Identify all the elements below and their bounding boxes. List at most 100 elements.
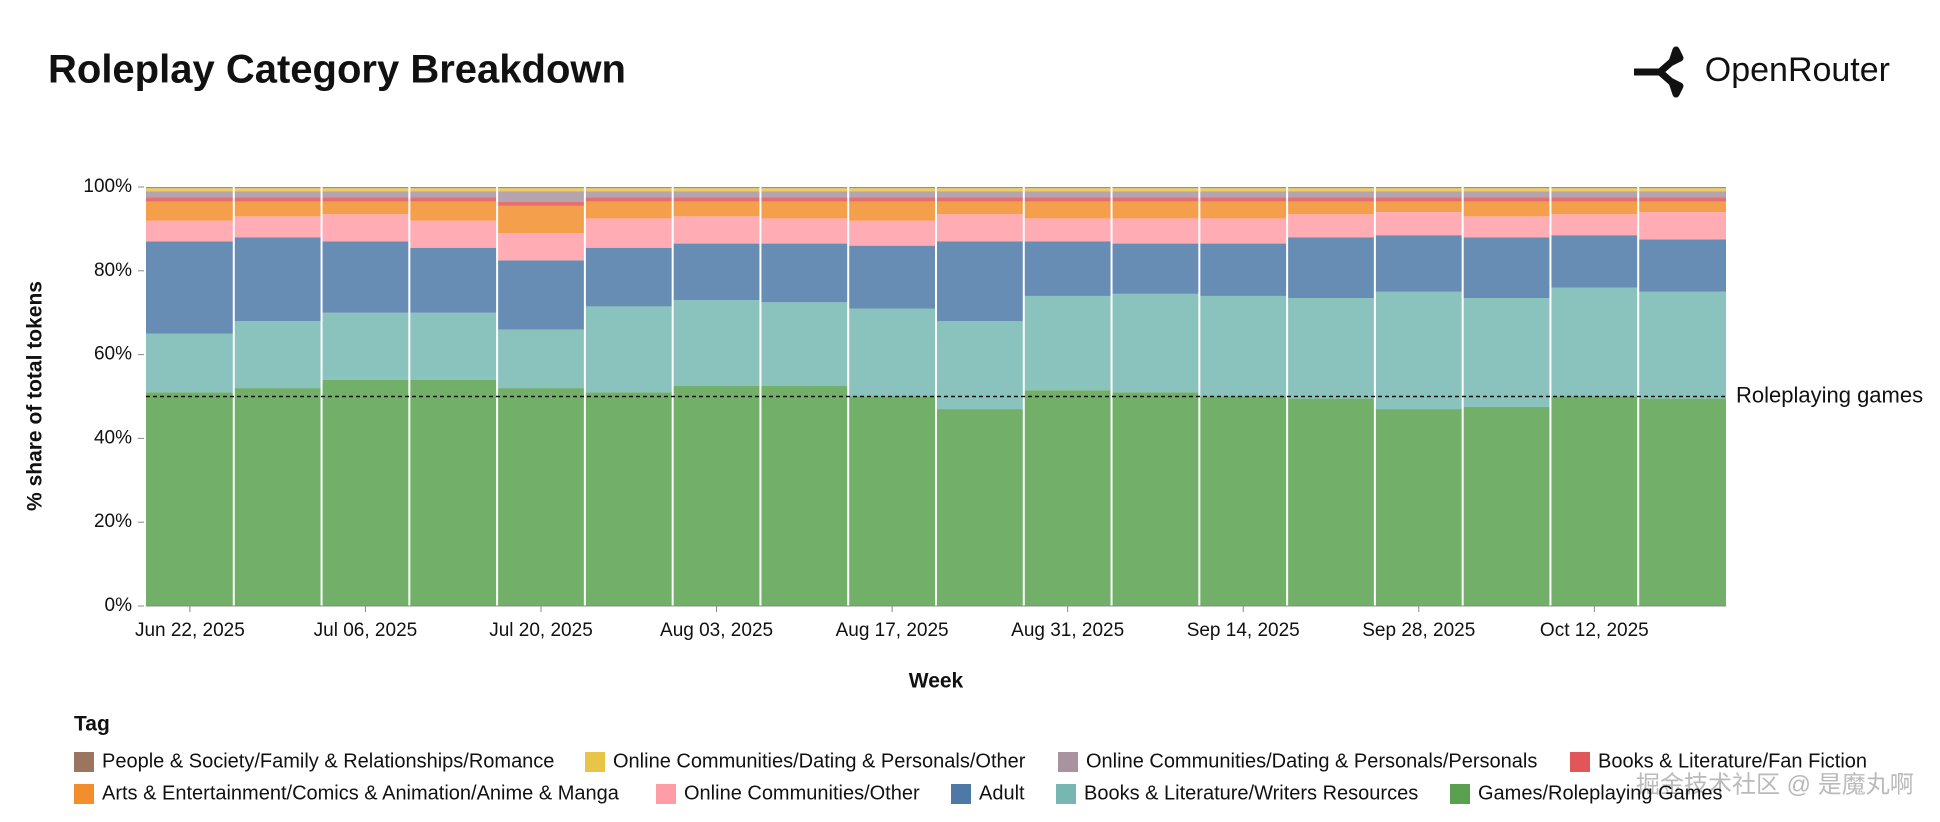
bar-segment <box>409 191 498 198</box>
bar-segment <box>321 201 410 215</box>
bar-segment <box>1287 237 1375 299</box>
bar-segment <box>1550 287 1639 397</box>
bar-segment <box>1638 212 1726 240</box>
bar-segment <box>584 392 673 606</box>
y-tick-label: 80% <box>94 260 132 281</box>
bar-segment <box>233 321 322 389</box>
bar-segment <box>146 201 234 221</box>
bar-segment <box>672 201 761 217</box>
bar-segment <box>409 220 498 248</box>
bar-segment <box>584 306 673 393</box>
bar-segment <box>1111 191 1200 198</box>
bar-segment <box>1287 201 1375 215</box>
bar-segment <box>760 243 849 303</box>
bar-segment <box>936 321 1024 410</box>
legend-swatch <box>656 784 676 804</box>
bar-segment <box>1462 298 1551 407</box>
legend-label: Online Communities/Other <box>684 782 920 804</box>
bar-segment <box>1199 243 1288 296</box>
bar-segment <box>936 188 1024 192</box>
bar-segment <box>1374 188 1463 192</box>
bar-segment <box>1374 235 1463 292</box>
bar-segment <box>936 409 1024 606</box>
legend-label: Books & Literature/Writers Resources <box>1084 782 1418 804</box>
bar-segment <box>1462 406 1551 606</box>
bar-segment <box>146 241 234 334</box>
bar-segment <box>672 197 761 202</box>
bar-segment <box>936 197 1024 202</box>
bar-segment <box>1638 291 1726 399</box>
bar-segment <box>1462 187 1551 189</box>
bar-segment <box>409 201 498 221</box>
bar-segment <box>672 300 761 387</box>
bar-segment <box>1638 197 1726 202</box>
legend-swatch <box>1056 784 1076 804</box>
bar-segment <box>672 187 761 189</box>
bar-segment <box>497 191 585 202</box>
bar-segment <box>146 191 234 198</box>
x-tick-label: Jul 06, 2025 <box>314 620 418 641</box>
bar-segment <box>1550 188 1639 192</box>
bar-segment <box>1111 392 1200 606</box>
bar-segment <box>1023 191 1112 198</box>
bar-segment <box>497 187 585 189</box>
bar-segment <box>1023 201 1112 219</box>
bar-segment <box>1199 396 1288 606</box>
bar-segment <box>321 379 410 606</box>
bar-segment <box>233 187 322 189</box>
bar-segment <box>584 187 673 189</box>
legend-swatch <box>74 752 94 772</box>
bar-segment <box>1111 293 1200 393</box>
bar-segment <box>848 396 936 606</box>
bar-segment <box>760 187 849 189</box>
bar-segment <box>233 216 322 238</box>
bar-segment <box>584 197 673 202</box>
bar-segment <box>672 216 761 244</box>
bar-segment <box>672 191 761 198</box>
bar-segment <box>584 218 673 248</box>
bar-segment <box>233 237 322 322</box>
bar-segment <box>497 201 585 206</box>
x-tick-label: Oct 12, 2025 <box>1540 620 1649 641</box>
bar-segment <box>233 201 322 217</box>
bar-segment <box>936 214 1024 242</box>
y-axis-label: % share of total tokens <box>24 281 47 511</box>
bar-segment <box>1199 295 1288 397</box>
bar-segment <box>1374 291 1463 410</box>
legend-label: Online Communities/Dating & Personals/Pe… <box>1086 750 1537 772</box>
bar-segment <box>1374 201 1463 213</box>
bar-segment <box>936 191 1024 198</box>
bar-segment <box>1287 298 1375 399</box>
bar-segment <box>1287 214 1375 238</box>
bar-segment <box>1111 243 1200 294</box>
bar-segment <box>1023 187 1112 189</box>
reference-label: Roleplaying games <box>1736 382 1923 407</box>
legend-label: People & Society/Family & Relationships/… <box>102 750 554 772</box>
legend-swatch <box>74 784 94 804</box>
bar-segment <box>497 233 585 261</box>
bar-segment <box>848 220 936 246</box>
chart-title: Roleplay Category Breakdown <box>48 48 626 92</box>
bar-segment <box>760 386 849 606</box>
bar-segment <box>1638 201 1726 213</box>
bar-segment <box>1023 295 1112 391</box>
bar-segment <box>1111 218 1200 244</box>
bar-segment <box>848 245 936 309</box>
legend-swatch <box>585 752 605 772</box>
bar-segment <box>497 205 585 234</box>
bar-segment <box>760 191 849 198</box>
bar-segment <box>760 302 849 387</box>
bar-segment <box>321 191 410 198</box>
bar-segment <box>1199 188 1288 192</box>
bar-segment <box>760 197 849 202</box>
bar-segment <box>848 197 936 202</box>
bar-segment <box>1638 187 1726 189</box>
bar-segment <box>1287 398 1375 606</box>
bar-segment <box>1111 187 1200 189</box>
bar-segment <box>1111 188 1200 192</box>
bar-segment <box>1287 197 1375 202</box>
bar-segment <box>1550 197 1639 202</box>
bar-segment <box>1638 239 1726 292</box>
legend-label: Online Communities/Dating & Personals/Ot… <box>613 750 1026 772</box>
bar-segment <box>146 392 234 606</box>
